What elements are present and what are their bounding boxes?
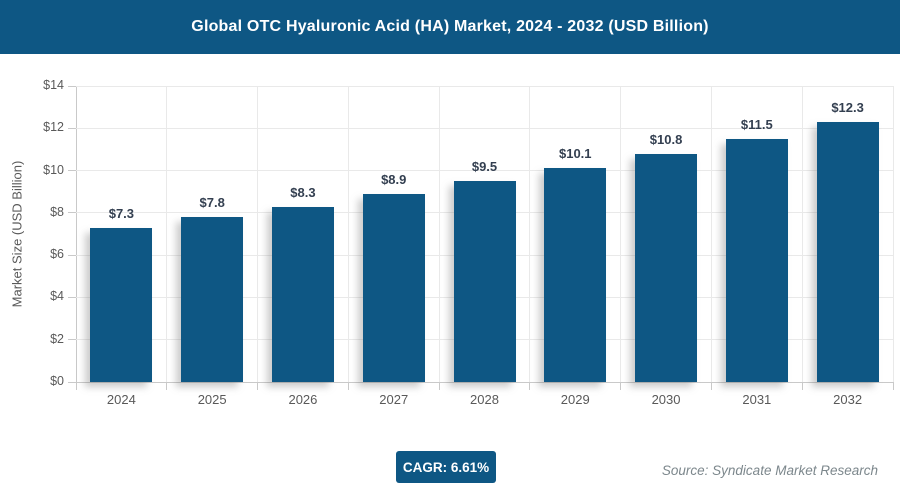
y-axis-title: Market Size (USD Billion): [9, 160, 25, 308]
v-gridline: [710, 86, 712, 382]
v-gridline: [438, 86, 440, 382]
x-tick-label: 2026: [288, 392, 318, 407]
x-tick-label: 2031: [742, 392, 772, 407]
source-note: Source: Syndicate Market Research: [661, 463, 878, 478]
v-gridline: [347, 86, 349, 382]
bar: [453, 181, 516, 382]
bar-value-label: $9.5: [471, 159, 498, 175]
v-gridline: [529, 86, 531, 382]
bar: [544, 168, 607, 382]
bar-value-label: $8.9: [381, 171, 407, 187]
y-tick-label: $4: [50, 289, 64, 304]
x-tick-label: 2029: [560, 392, 590, 407]
x-tick-label: 2025: [197, 392, 227, 407]
h-gridline: [76, 127, 893, 129]
bar-value-label: $7.8: [199, 195, 225, 211]
y-tick-label: $14: [43, 78, 64, 92]
x-tick-label: 2032: [833, 392, 863, 407]
y-axis-tick: [68, 339, 76, 341]
x-axis-tick: [529, 382, 531, 390]
y-tick-label: $0: [50, 374, 64, 388]
h-gridline: [76, 85, 893, 87]
x-axis-tick: [801, 382, 803, 390]
chart-title: Global OTC Hyaluronic Acid (HA) Market, …: [191, 18, 709, 35]
bar: [271, 206, 334, 382]
x-tick-label: 2030: [651, 392, 681, 407]
x-axis-tick: [347, 382, 349, 390]
x-axis-tick: [620, 382, 622, 390]
cagr-label: CAGR: 6.61%: [402, 459, 490, 475]
y-axis-tick: [68, 85, 76, 87]
cagr-badge: CAGR: 6.61%: [396, 451, 496, 483]
bar-value-label: $11.5: [740, 116, 773, 132]
x-axis-line: [68, 382, 893, 383]
bar-value-label: $10.8: [649, 131, 683, 147]
bar: [635, 153, 698, 382]
bar-value-label: $10.1: [558, 146, 592, 162]
x-tick-label: 2028: [470, 392, 499, 407]
v-gridline: [892, 86, 894, 382]
y-tick-label: $8: [50, 204, 64, 219]
y-axis-tick: [68, 254, 76, 256]
bar-value-label: $12.3: [831, 99, 864, 115]
h-gridline: [76, 170, 893, 172]
x-axis-tick: [75, 382, 77, 390]
plot-area: $7.3 2024 $7.8 2025 $8.3 2026 $8.9 2027 $9.5 2028…: [68, 85, 894, 407]
v-gridline: [166, 86, 168, 382]
y-axis-tick: [68, 170, 76, 172]
v-gridline: [620, 86, 622, 382]
bar: [181, 217, 244, 382]
y-axis-tick: [68, 212, 76, 214]
x-axis-tick: [257, 382, 259, 390]
x-tick-label: 2024: [106, 392, 136, 407]
chart-title-bar: Global OTC Hyaluronic Acid (HA) Market, …: [0, 0, 900, 54]
x-axis-tick: [438, 382, 440, 390]
bar-value-label: $7.3: [108, 205, 135, 221]
y-axis-line: [76, 86, 77, 390]
bar: [362, 193, 425, 382]
x-axis-tick: [710, 382, 712, 390]
y-axis-tick: [68, 127, 76, 129]
y-tick-label: $12: [43, 120, 64, 135]
x-tick-label: 2027: [379, 392, 409, 407]
x-axis-tick: [892, 382, 894, 390]
bar: [725, 138, 788, 382]
x-axis-tick: [166, 382, 168, 390]
y-tick-label: $2: [50, 331, 64, 346]
bar: [816, 121, 879, 382]
v-gridline: [801, 86, 803, 382]
y-axis-tick: [68, 296, 76, 298]
bar: [90, 227, 153, 382]
y-tick-label: $10: [43, 162, 64, 177]
v-gridline: [257, 86, 259, 382]
y-tick-label: $6: [50, 247, 64, 262]
bar-value-label: $8.3: [290, 184, 316, 200]
